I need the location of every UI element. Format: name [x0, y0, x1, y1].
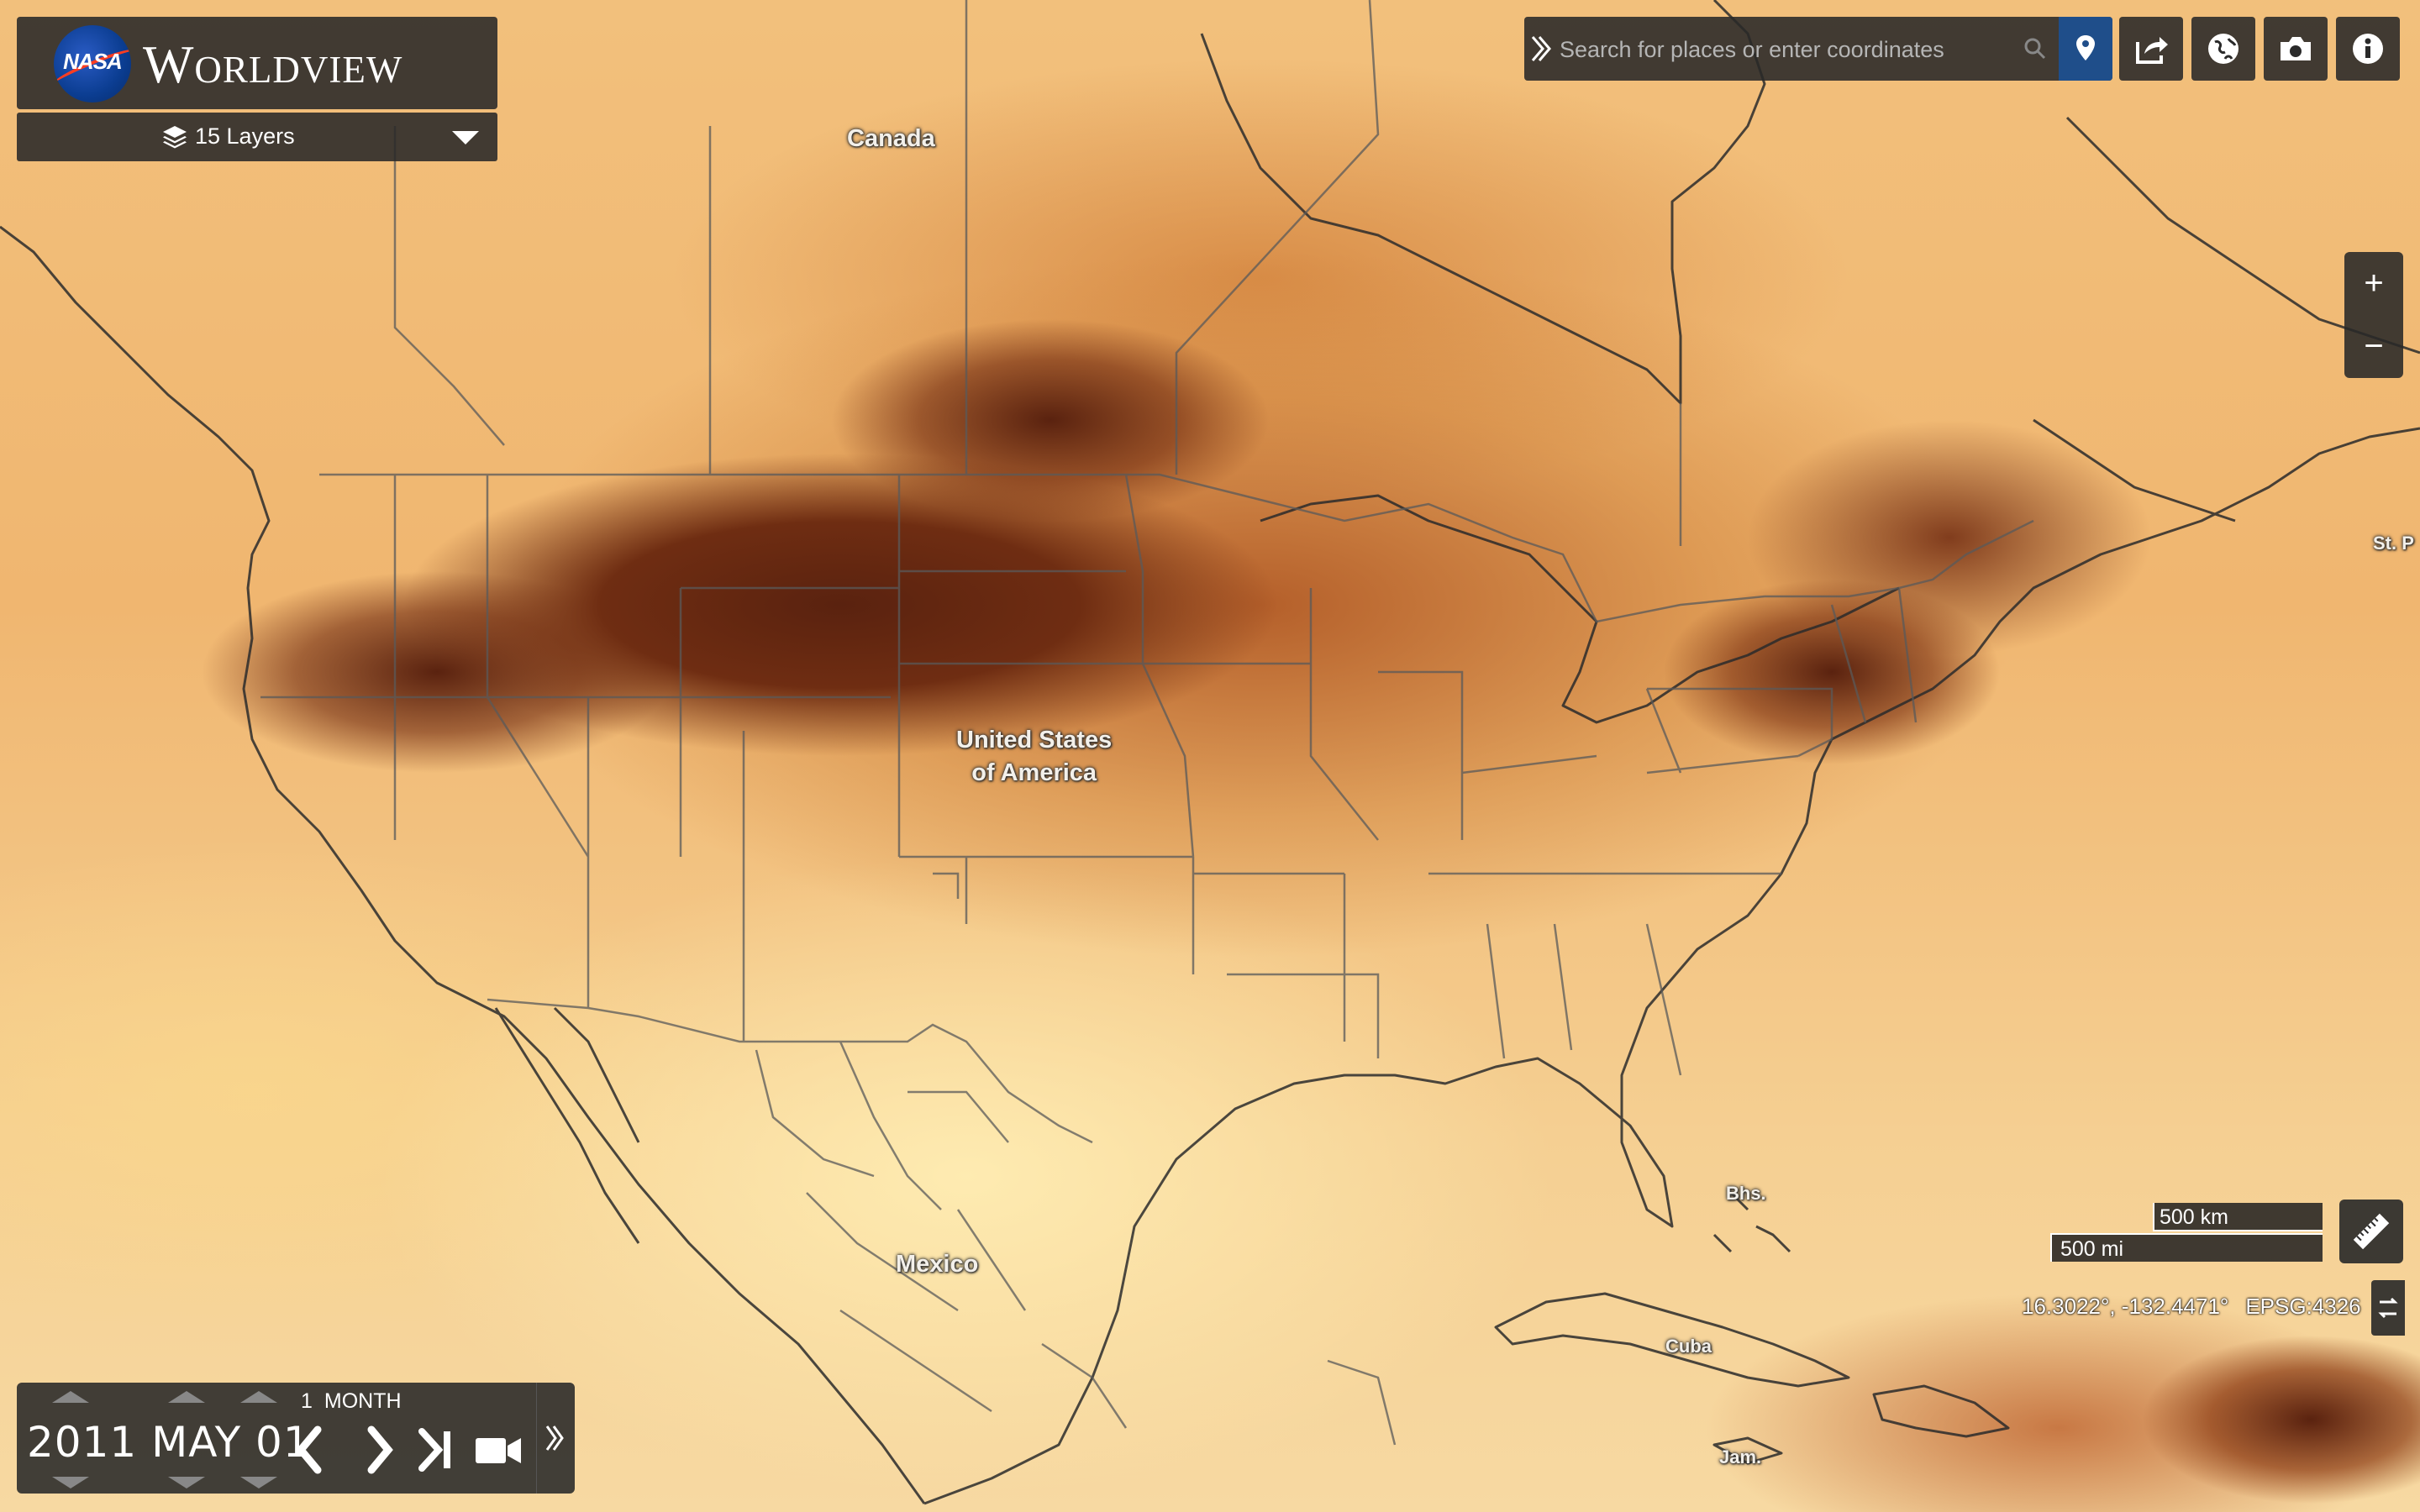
coordinates-projection: EPSG:4326	[2245, 1294, 2361, 1319]
mexico-state-lines	[755, 1041, 1397, 1446]
chevron-down-icon[interactable]	[452, 131, 479, 144]
next-date-icon[interactable]	[353, 1418, 407, 1482]
search-bar	[1524, 17, 2112, 81]
date-selector[interactable]: 2011 MAY 01	[27, 1418, 311, 1467]
scale-km: 500 km	[2153, 1203, 2323, 1231]
skip-to-end-icon[interactable]	[412, 1418, 466, 1482]
label-st-p: St. P	[2373, 533, 2414, 554]
label-mexico: Mexico	[896, 1251, 979, 1278]
bahamas-outline	[1712, 1191, 1791, 1253]
west-coast-line	[0, 225, 926, 1504]
video-camera-icon[interactable]	[471, 1418, 524, 1482]
zoom-control: + −	[2344, 252, 2403, 378]
app-title: Worldview	[143, 34, 403, 94]
coordinates-value: 16.3022°, -132.4471°	[2022, 1294, 2229, 1319]
gulf-coast	[923, 427, 2420, 1505]
ruler-icon	[2353, 1213, 2390, 1250]
label-usa-line1: United States	[956, 727, 1113, 753]
location-pin-button[interactable]	[2059, 17, 2112, 81]
hudson-bay	[1200, 0, 1766, 405]
month-decrement-icon[interactable]	[168, 1477, 205, 1488]
label-bahamas: Bhs.	[1726, 1183, 1766, 1204]
great-lakes	[1260, 494, 1900, 724]
swap-arrows-icon	[2378, 1297, 2398, 1319]
year-increment-icon[interactable]	[52, 1391, 89, 1403]
globe-icon	[2208, 34, 2238, 64]
measure-button[interactable]	[2339, 1200, 2403, 1263]
day-increment-icon[interactable]	[240, 1391, 277, 1403]
projection-button[interactable]	[2191, 17, 2255, 81]
label-usa-line2: of America	[971, 759, 1097, 787]
scale-mi: 500 mi	[2050, 1233, 2323, 1262]
timeline-expand-button[interactable]	[536, 1383, 576, 1494]
share-button[interactable]	[2119, 17, 2183, 81]
canada-province-lines	[393, 0, 1682, 546]
month-increment-icon[interactable]	[168, 1391, 205, 1403]
nasa-logo-text: NASA	[63, 49, 123, 74]
interval-count: 1	[301, 1389, 313, 1413]
us-canada-border	[319, 473, 2034, 623]
year-decrement-icon[interactable]	[52, 1477, 89, 1488]
coordinates-format-toggle[interactable]	[2371, 1280, 2405, 1336]
camera-icon	[2281, 37, 2311, 60]
baja-coast	[494, 1006, 640, 1244]
share-icon	[2136, 37, 2168, 64]
app-header[interactable]: NASA Worldview	[17, 17, 497, 109]
label-cuba: Cuba	[1665, 1336, 1712, 1357]
day-decrement-icon[interactable]	[240, 1477, 277, 1488]
timeline-panel: 2011 MAY 01 1 MONTH	[17, 1383, 575, 1494]
label-jamaica: Jam.	[1719, 1446, 1762, 1467]
jamaica-outline	[1712, 1436, 1783, 1465]
layers-count-label: 15 Layers	[195, 123, 295, 149]
interval-unit: MONTH	[324, 1389, 402, 1413]
double-chevron-right-icon[interactable]	[1524, 17, 1558, 81]
search-icon[interactable]	[2018, 32, 2052, 66]
cuba-outline	[1494, 1292, 1850, 1388]
previous-date-icon[interactable]	[284, 1418, 338, 1482]
search-input[interactable]	[1558, 20, 2023, 79]
coordinates-readout[interactable]: 16.3022°, -132.4471° EPSG:4326	[2022, 1294, 2361, 1320]
layers-toggle[interactable]: 15 Layers	[17, 113, 497, 161]
info-icon	[2353, 34, 2383, 64]
us-mexico-border	[487, 998, 1093, 1144]
nasa-logo: NASA	[54, 25, 131, 102]
double-chevron-right-icon	[545, 1425, 564, 1451]
interval-selector[interactable]: 1 MONTH	[301, 1389, 402, 1414]
hispaniola-outline	[1872, 1384, 2010, 1438]
zoom-out-button[interactable]: −	[2364, 328, 2384, 365]
label-usa: United States of America	[956, 724, 1112, 790]
label-canada: Canada	[847, 125, 935, 152]
us-state-lines	[260, 474, 1918, 1076]
location-pin-icon	[2076, 35, 2095, 60]
layers-icon	[163, 126, 187, 149]
info-button[interactable]	[2336, 17, 2400, 81]
zoom-in-button[interactable]: +	[2364, 265, 2384, 302]
snapshot-button[interactable]	[2264, 17, 2328, 81]
